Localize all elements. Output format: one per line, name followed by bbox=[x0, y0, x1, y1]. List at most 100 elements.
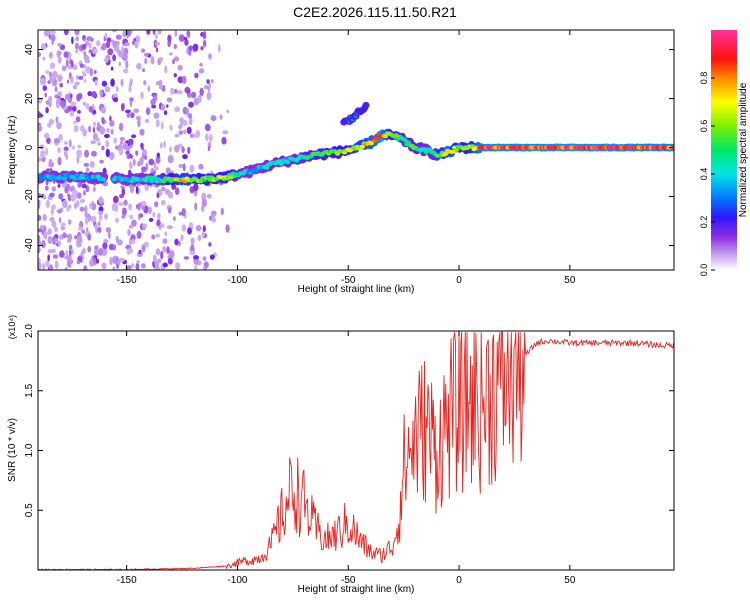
spectrogram-noise-blob bbox=[88, 106, 94, 113]
spectrogram-noise-blob bbox=[160, 199, 166, 206]
spectrogram-noise-blob bbox=[152, 30, 156, 35]
spectrogram-noise-blob bbox=[146, 30, 151, 35]
spectrogram-noise-blob bbox=[58, 193, 64, 200]
spectrogram-noise-blob bbox=[41, 240, 46, 249]
spectrogram-noise-blob bbox=[104, 213, 108, 220]
spectrogram-noise-blob bbox=[163, 141, 166, 148]
spectrogram-noise-blob bbox=[178, 240, 181, 247]
colorbar-tick-label: 0.6 bbox=[699, 120, 709, 133]
spectrogram-noise-blob bbox=[85, 59, 90, 64]
spectrogram-noise-blob bbox=[72, 145, 75, 150]
spectrogram-noise-blob bbox=[113, 97, 119, 103]
spectrogram-noise-blob bbox=[174, 89, 178, 94]
spectrogram-noise-blob bbox=[164, 231, 168, 236]
spectrogram-noise-blob bbox=[105, 148, 110, 158]
spectrogram-noise-blob bbox=[45, 179, 49, 186]
spectrogram-ylabel: Frequency (Hz) bbox=[7, 116, 18, 185]
spectrogram-noise-blob bbox=[58, 217, 62, 224]
colorbar-tick-label: 0.4 bbox=[699, 168, 709, 181]
spectrogram-noise-blob bbox=[140, 200, 147, 207]
spectrogram-noise-blob bbox=[68, 186, 75, 192]
spectrogram-noise-blob bbox=[118, 61, 122, 67]
spectrogram-noise-blob bbox=[65, 249, 69, 256]
spectrogram-noise-blob bbox=[141, 48, 146, 53]
spectrogram-noise-blob bbox=[173, 216, 176, 222]
spectrogram-noise-blob bbox=[183, 129, 187, 134]
spectrogram-noise-blob bbox=[204, 85, 209, 90]
spectrogram-noise-blob bbox=[75, 36, 79, 42]
spectrogram-noise-blob bbox=[83, 54, 90, 62]
spectrogram-noise-blob bbox=[49, 217, 55, 222]
spectrogram-noise-blob bbox=[130, 238, 136, 244]
spectrogram-noise-blob bbox=[38, 245, 41, 254]
spectrogram-noise-blob bbox=[57, 157, 62, 166]
spectrogram-noise-blob bbox=[101, 117, 105, 125]
spectrogram-noise-blob bbox=[151, 104, 157, 109]
snr-xtick-label: 0 bbox=[456, 575, 462, 586]
spectrogram-noise-blob bbox=[53, 226, 59, 232]
spectrogram-noise-blob bbox=[163, 110, 168, 116]
spectrogram-noise-blob bbox=[166, 246, 170, 254]
spectrogram-noise-blob bbox=[38, 201, 41, 209]
spectrogram-noise-blob bbox=[194, 72, 199, 79]
spectrogram-noise-blob bbox=[128, 85, 132, 93]
spectrogram-noise-blob bbox=[156, 152, 160, 158]
spectrogram-noise-blob bbox=[67, 233, 73, 241]
spectrogram-noise-blob bbox=[177, 76, 184, 84]
spectrogram-noise-blob bbox=[46, 137, 51, 145]
spectrogram-noise-blob bbox=[140, 91, 144, 100]
spectrogram-noise-blob bbox=[166, 97, 173, 103]
spectrogram-noise-blob bbox=[83, 162, 90, 167]
colorbar-tick-label: 0.8 bbox=[699, 72, 709, 85]
spectrogram-noise-blob bbox=[78, 75, 84, 80]
spectrogram-noise-blob bbox=[79, 199, 86, 203]
spectrogram-noise-blob bbox=[116, 49, 122, 55]
spectrogram-noise-blob bbox=[79, 206, 85, 212]
spectrogram-noise-blob bbox=[147, 85, 151, 93]
spectrogram-noise-blob bbox=[77, 110, 81, 114]
spectrogram-noise-blob bbox=[81, 43, 87, 50]
spectrogram-noise-blob bbox=[104, 56, 109, 64]
spectrogram-xtick-label: 0 bbox=[456, 275, 462, 286]
spectrogram-noise-blob bbox=[98, 210, 103, 216]
spectrogram-noise-blob bbox=[184, 38, 189, 46]
colorbar-ticks: 0.0 0.2 0.4 0.6 0.8 bbox=[699, 72, 715, 276]
spectrogram-noise-blob bbox=[99, 159, 104, 164]
spectrogram-noise-blob bbox=[51, 220, 57, 228]
spectrogram-axes: -150 -100 -50 0 50 -40 -20 0 20 40 bbox=[24, 30, 674, 286]
spectrogram-noise-blob bbox=[162, 246, 167, 253]
spectrogram-noise-blob bbox=[138, 249, 142, 255]
spectrogram-noise-blob bbox=[47, 235, 53, 244]
spectrogram-noise-blob bbox=[67, 193, 70, 198]
spectrogram-noise-blob bbox=[99, 89, 103, 98]
spectrogram-noise-blob bbox=[73, 125, 79, 133]
spectrogram-noise-blob bbox=[136, 259, 140, 264]
spectrogram-noise-blob bbox=[144, 52, 149, 57]
spectrogram-noise-blob bbox=[192, 43, 199, 52]
spectrogram-noise-blob bbox=[155, 233, 161, 238]
spectrogram-noise-blob bbox=[176, 89, 183, 95]
spectrogram-noise-blob bbox=[54, 86, 58, 93]
spectrogram-noise-blob bbox=[106, 37, 112, 43]
spectrogram-noise-blob bbox=[66, 79, 70, 84]
snr-frame bbox=[37, 330, 675, 571]
spectrogram-noise-blob bbox=[172, 59, 175, 65]
spectrogram-noise-blob bbox=[166, 104, 169, 108]
spectrogram-noise-blob bbox=[89, 202, 93, 209]
spectrogram-noise-blob bbox=[104, 133, 110, 139]
spectrogram-noise-blob bbox=[91, 150, 97, 157]
spectrogram-noise-blob bbox=[152, 254, 157, 263]
spectrogram-noise-blob bbox=[200, 46, 204, 51]
spectrogram-noise-blob bbox=[158, 84, 163, 90]
spectrogram-noise-blob bbox=[182, 163, 186, 172]
spectrogram-noise-blob bbox=[51, 34, 56, 42]
spectrogram-noise-blob bbox=[186, 126, 192, 135]
spectrogram-noise-blob bbox=[148, 206, 152, 215]
spectrogram-noise-blob bbox=[88, 125, 92, 133]
spectrogram-noise-blob bbox=[108, 232, 111, 239]
spectrogram-noise-blob bbox=[141, 244, 146, 253]
spectrogram-noise-blob bbox=[73, 120, 77, 125]
spectrogram-noise-blob bbox=[135, 185, 139, 195]
spectrogram-noise-blob bbox=[44, 92, 47, 98]
spectrogram-noise-blob bbox=[181, 224, 187, 232]
